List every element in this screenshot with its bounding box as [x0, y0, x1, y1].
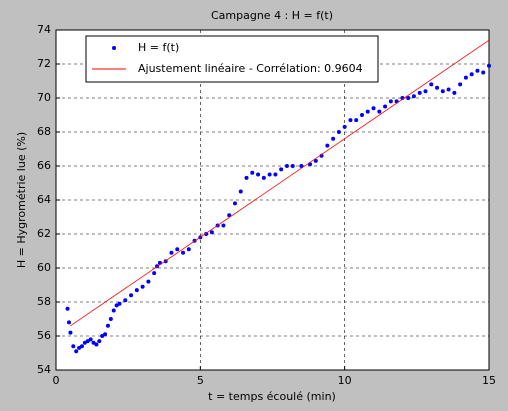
data-point [440, 89, 445, 94]
y-tick-label: 58 [37, 295, 51, 308]
data-point [371, 106, 376, 111]
data-point [354, 118, 359, 123]
data-point [97, 339, 102, 344]
data-point [458, 82, 463, 87]
y-tick-label: 68 [37, 125, 51, 138]
data-point [79, 344, 84, 349]
x-axis-label: t = temps écoulé (min) [208, 390, 336, 403]
x-tick-label: 15 [482, 374, 496, 387]
data-point [108, 317, 113, 321]
data-point [209, 230, 214, 235]
data-point [290, 164, 295, 168]
data-point [65, 306, 70, 311]
data-point [68, 330, 73, 335]
data-point [299, 164, 304, 168]
data-point [238, 189, 243, 194]
chart-title: Campagne 4 : H = f(t) [211, 9, 333, 22]
data-point [469, 72, 474, 77]
data-point [377, 109, 382, 114]
data-point [66, 320, 71, 325]
data-point [94, 342, 99, 347]
data-point [463, 75, 468, 80]
data-point [82, 340, 87, 345]
data-point [446, 87, 451, 92]
data-point [91, 340, 96, 345]
x-tick-label: 5 [197, 374, 204, 387]
data-point [100, 334, 105, 338]
fit-line [70, 39, 490, 327]
data-point [232, 201, 237, 206]
data-point [88, 337, 93, 342]
data-point [267, 172, 272, 177]
data-point [279, 167, 284, 172]
data-point [77, 345, 82, 350]
data-point [336, 130, 341, 134]
legend-swatch [112, 46, 116, 50]
data-point [146, 279, 151, 284]
data-point [181, 250, 186, 255]
data-point [348, 118, 353, 123]
y-tick-label: 60 [37, 261, 51, 274]
y-tick-label: 70 [37, 91, 51, 104]
data-point [331, 136, 336, 141]
data-point [411, 94, 416, 99]
data-point [365, 109, 370, 114]
data-point [114, 303, 119, 308]
data-point [452, 90, 457, 95]
data-point [481, 70, 486, 75]
data-point [175, 247, 180, 252]
y-tick-label: 62 [37, 227, 51, 240]
data-point [261, 175, 266, 180]
data-point [256, 172, 261, 177]
data-point [221, 223, 226, 228]
data-point [383, 104, 388, 109]
data-point [342, 124, 347, 129]
legend-box [85, 35, 379, 83]
data-point [475, 68, 480, 73]
legend-label: Ajustement linéaire - Corrélation: 0.960… [138, 62, 363, 75]
y-tick-label: 54 [37, 363, 51, 376]
data-point [423, 89, 428, 94]
y-axis-label: H = Hygrométrie lue (%) [15, 132, 28, 268]
data-point [388, 99, 393, 104]
data-point [129, 293, 134, 298]
data-point [111, 308, 116, 313]
data-point [359, 113, 364, 117]
data-point [487, 63, 491, 68]
data-point [85, 339, 90, 344]
data-point [284, 164, 289, 168]
data-point [273, 172, 278, 177]
data-point [250, 170, 255, 175]
data-point [140, 284, 145, 289]
plot-frame [55, 29, 490, 371]
data-point [313, 158, 318, 163]
x-tick-label: 10 [338, 374, 352, 387]
data-point [105, 323, 110, 328]
legend-label: H = f(t) [138, 41, 179, 54]
data-point [71, 344, 76, 349]
data-point [103, 332, 108, 337]
data-point [406, 96, 411, 100]
y-tick-label: 66 [37, 159, 51, 172]
data-point [117, 301, 122, 306]
data-point [429, 82, 434, 87]
x-tick-label: 0 [53, 374, 60, 387]
data-point [227, 213, 232, 218]
y-tick-label: 72 [37, 57, 51, 70]
data-point [169, 250, 174, 255]
y-tick-label: 56 [37, 329, 51, 342]
data-point [186, 247, 191, 252]
data-point [325, 143, 330, 148]
data-point [123, 298, 128, 303]
y-tick-label: 74 [37, 23, 51, 36]
data-point [435, 85, 440, 90]
data-point [134, 288, 139, 293]
data-point [74, 349, 79, 354]
data-point [417, 90, 422, 95]
data-point [244, 175, 249, 180]
data-point [152, 271, 157, 276]
y-tick-label: 64 [37, 193, 51, 206]
